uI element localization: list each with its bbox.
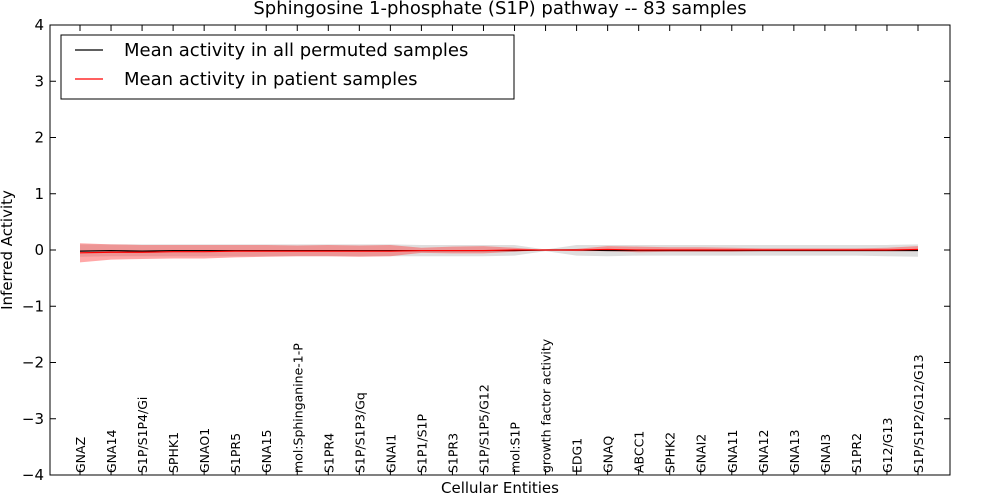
x-tick-label: GNAO1 (197, 428, 212, 473)
x-tick-label: ABCC1 (632, 431, 647, 473)
x-tick-label: GNAI2 (694, 434, 709, 473)
x-tick-label: S1P/S1P3/Gq (352, 392, 367, 473)
x-tick-label: GNAQ (601, 436, 616, 473)
x-tick-label: growth factor activity (539, 338, 554, 473)
x-tick-label: S1PR2 (849, 433, 864, 473)
x-tick-label: S1P/S1P4/Gi (135, 397, 150, 473)
band-patient (80, 243, 918, 263)
x-tick-label: S1P/S1P5/G12 (476, 384, 491, 473)
legend-box (60, 34, 515, 100)
x-tick-label: SPHK1 (166, 432, 181, 473)
x-tick-label: GNA15 (259, 430, 274, 474)
x-axis-label: Cellular Entities (441, 479, 559, 497)
x-tick-label: S1P/S1P2/G12/G13 (911, 354, 926, 473)
x-tick-label: GNAZ (73, 437, 88, 473)
legend-label-permuted: Mean activity in all permuted samples (124, 40, 468, 61)
series-line-patient (79, 248, 919, 254)
x-tick-label: mol:S1P (508, 422, 523, 473)
y-tick-label: 0 (34, 241, 44, 259)
legend: Mean activity in all permuted samples Me… (60, 34, 515, 100)
y-tick-label: −2 (22, 354, 44, 372)
chart-title: Sphingosine 1-phosphate (S1P) pathway --… (253, 0, 746, 19)
x-tick-label: S1PR5 (228, 433, 243, 473)
x-tick-label: GNA13 (787, 430, 802, 474)
x-tick-label: G12/G13 (880, 418, 895, 473)
x-tick-label: EDG1 (570, 438, 585, 473)
y-tick-label: 2 (34, 129, 44, 147)
y-tick-label: 4 (34, 16, 44, 34)
x-tick-label: mol:Sphinganine-1-P (290, 343, 305, 473)
x-tick-label: SPHK2 (663, 432, 678, 473)
x-tick-label: GNA11 (725, 430, 740, 474)
x-tick-label: S1PR3 (445, 433, 460, 473)
y-tick-label: 3 (34, 72, 44, 90)
x-tick-label: GNAI1 (383, 434, 398, 473)
x-tick-label: S1PR4 (321, 433, 336, 473)
y-axis-label: Inferred Activity (0, 190, 16, 310)
plot-area (79, 243, 919, 263)
x-tick-label: GNA14 (104, 429, 119, 473)
y-tick-label: −1 (22, 297, 44, 315)
x-axis: GNAZ GNA14 S1P/S1P4/Gi SPHK1 GNAO1 S1PR5 GNA15… (73, 25, 926, 475)
x-tick-label: GNA12 (756, 430, 771, 474)
x-tick-label: GNAI3 (818, 434, 833, 473)
y-axis: −4 −3 −2 −1 0 1 2 3 4 (22, 16, 950, 484)
x-tick-label: S1P1/S1P (414, 414, 429, 473)
y-tick-label: −3 (22, 410, 44, 428)
y-tick-label: 1 (34, 185, 44, 203)
y-tick-label: −4 (22, 466, 44, 484)
legend-label-patient: Mean activity in patient samples (124, 69, 418, 90)
